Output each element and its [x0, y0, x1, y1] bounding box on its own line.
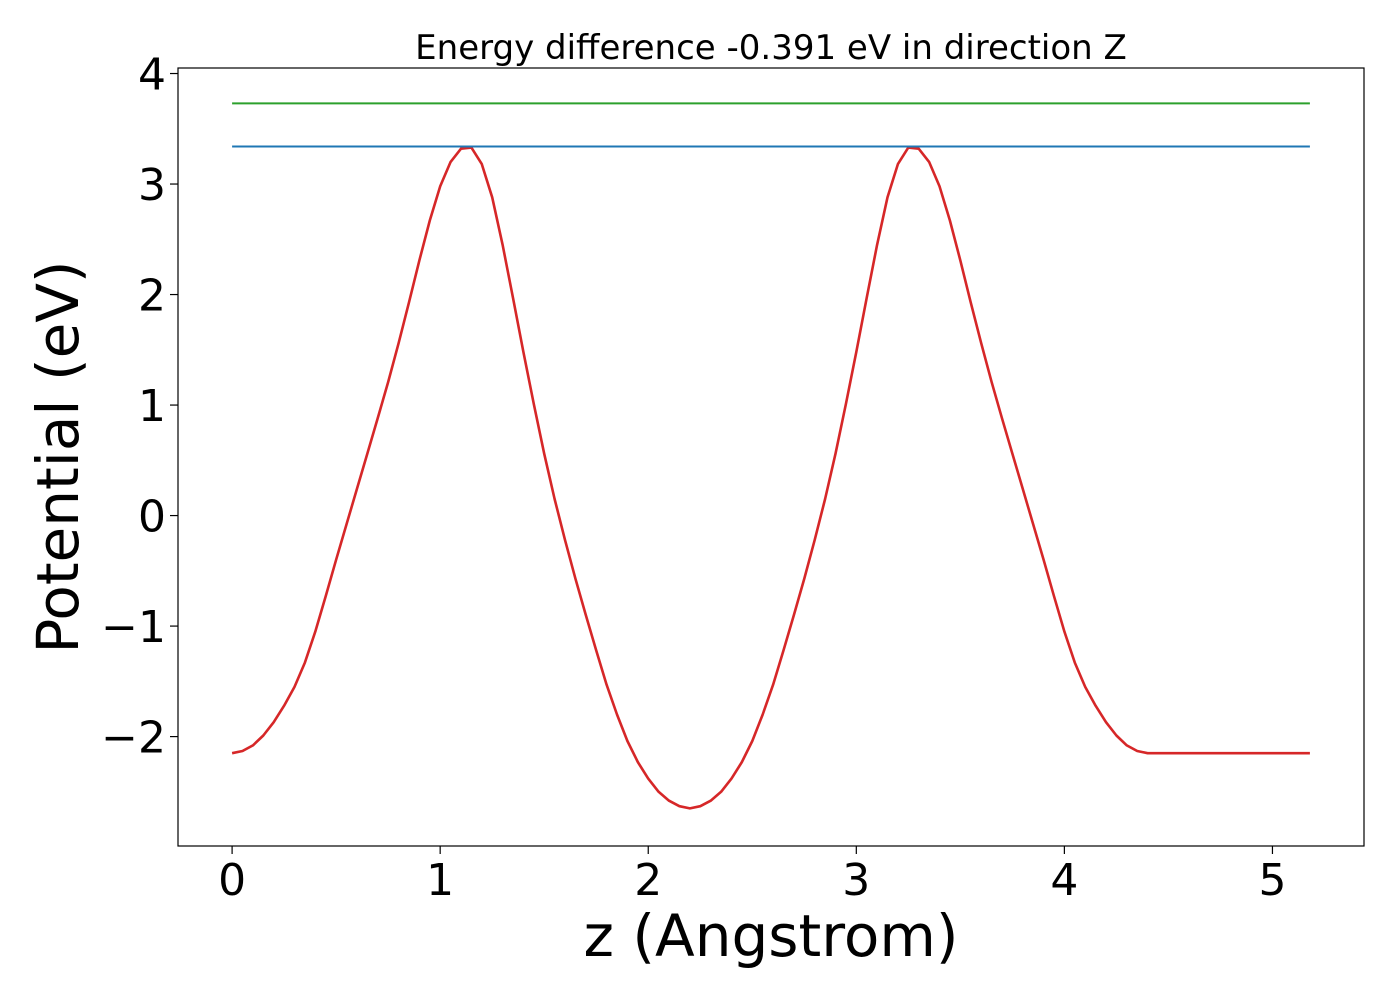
y-axis-label: Potential (eV): [24, 260, 92, 653]
x-tick-label: 5: [1258, 855, 1286, 906]
series-line-potential: [231, 146, 1310, 810]
y-tick-label: −1: [101, 602, 166, 653]
y-tick-label: 1: [138, 381, 166, 432]
plot-area: [177, 67, 1365, 847]
y-tick-label: −2: [101, 713, 166, 764]
series-layer: [231, 102, 1310, 810]
x-tick-label: 0: [218, 855, 246, 906]
x-axis-label: z (Angstrom): [584, 902, 959, 970]
y-tick-label: 0: [138, 492, 166, 543]
x-axis-ticks: 0 1 2 3 4 5: [218, 846, 1286, 906]
y-tick-label: 4: [138, 50, 166, 101]
chart-title: Energy difference -0.391 eV in direction…: [415, 28, 1127, 68]
y-axis-ticks: −2 −1 0 1 2 3 4: [101, 50, 178, 764]
y-tick-label: 2: [138, 271, 166, 322]
y-tick-label: 3: [138, 160, 166, 211]
x-tick-label: 4: [1050, 855, 1078, 906]
x-tick-label: 2: [634, 855, 662, 906]
x-tick-label: 3: [842, 855, 870, 906]
x-tick-label: 1: [426, 855, 454, 906]
